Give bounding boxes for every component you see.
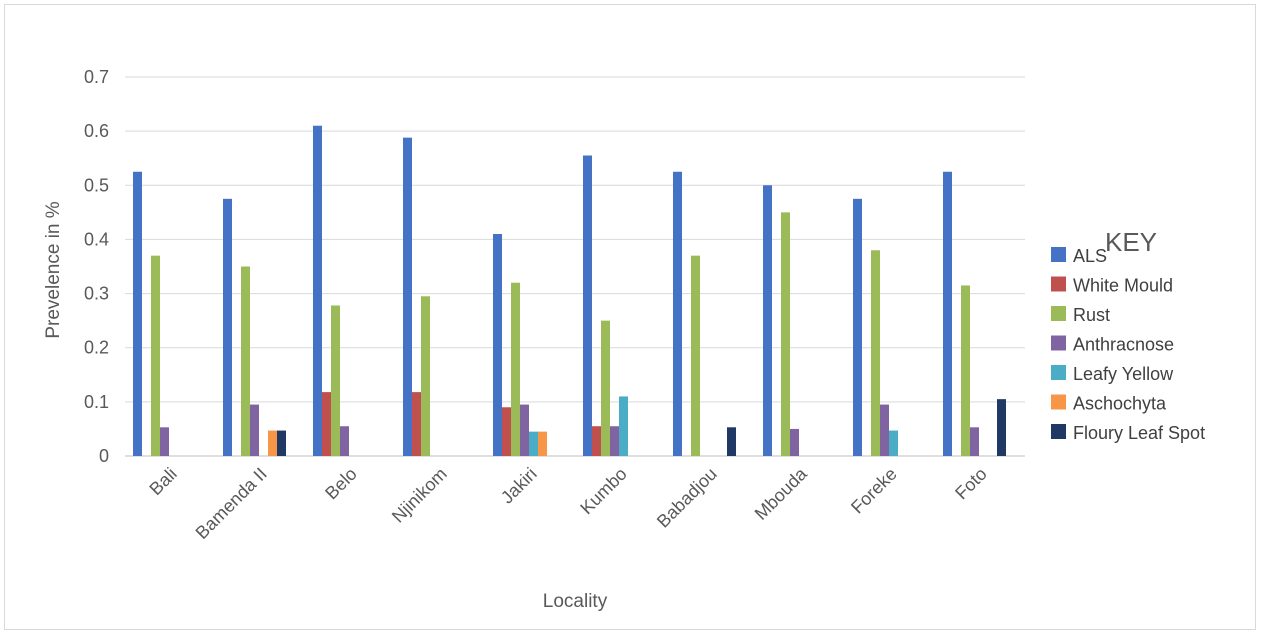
legend-swatch xyxy=(1051,247,1066,262)
x-tick-label: Njinikom xyxy=(388,464,451,527)
bar xyxy=(673,171,682,456)
bar xyxy=(241,266,250,456)
bar xyxy=(133,171,142,456)
y-tick-label: 0.4 xyxy=(84,229,109,249)
bar xyxy=(529,431,538,456)
bar xyxy=(520,404,529,456)
legend-swatch xyxy=(1051,394,1066,410)
legend-label: Rust xyxy=(1073,305,1110,325)
bar xyxy=(151,255,160,456)
x-tick-label: Belo xyxy=(321,464,361,504)
legend-label: Floury Leaf Spot xyxy=(1073,423,1205,443)
bar xyxy=(790,428,799,456)
bar xyxy=(763,185,772,457)
bar xyxy=(691,255,700,456)
x-tick-label: Jakiri xyxy=(497,464,541,508)
chart-frame: 0 0.1 0.2 0.3 0.4 0.5 0.6 0.7 Bali Bamenda II Bel… xyxy=(4,4,1256,630)
x-tick-label: Bali xyxy=(145,464,180,499)
bar xyxy=(313,125,322,456)
bar xyxy=(889,430,898,456)
legend-label: Anthracnose xyxy=(1073,335,1174,355)
x-tick-label: Foto xyxy=(951,464,991,504)
legend-title: KEY xyxy=(1105,227,1157,257)
bar xyxy=(511,282,520,456)
bar xyxy=(961,285,970,456)
legend-swatch xyxy=(1051,365,1066,380)
legend: ALS White Mould Rust Anthracnose Leafy Yello… xyxy=(1051,246,1205,443)
bar xyxy=(331,305,340,456)
bar xyxy=(781,212,790,456)
bar xyxy=(223,198,232,457)
y-tick-label: 0.1 xyxy=(84,392,109,412)
y-tick-label: 0.3 xyxy=(84,284,109,304)
bar xyxy=(268,430,277,456)
legend-label: ALS xyxy=(1073,246,1107,266)
legend-swatch xyxy=(1051,335,1066,351)
x-tick-label: Mbouda xyxy=(751,463,812,524)
bar-chart: 0 0.1 0.2 0.3 0.4 0.5 0.6 0.7 Bali Bamenda II Bel… xyxy=(43,67,1205,612)
bar xyxy=(727,427,736,456)
x-axis-title: Locality xyxy=(543,591,608,612)
legend-swatch xyxy=(1051,306,1066,321)
bar xyxy=(421,296,430,456)
legend-label: White Mould xyxy=(1073,276,1173,296)
bar xyxy=(502,407,511,456)
y-tick-label: 0.7 xyxy=(84,67,109,87)
bar xyxy=(853,198,862,457)
y-axis-ticks: 0 0.1 0.2 0.3 0.4 0.5 0.6 0.7 xyxy=(84,67,109,466)
y-tick-label: 0.5 xyxy=(84,175,109,195)
legend-swatch xyxy=(1051,424,1066,439)
legend-swatch xyxy=(1051,276,1066,292)
bar xyxy=(403,137,412,456)
y-tick-label: 0.6 xyxy=(84,121,109,141)
bar xyxy=(970,427,979,456)
bar xyxy=(610,426,619,456)
legend-label: Leafy Yellow xyxy=(1073,364,1174,384)
bar xyxy=(880,404,889,456)
y-tick-label: 0 xyxy=(99,446,109,466)
x-axis-ticks: Bali Bamenda II Belo Njinikom Jakiri Kumbo Bab… xyxy=(145,463,990,543)
bar xyxy=(322,392,331,456)
bar xyxy=(493,234,502,456)
y-tick-label: 0.2 xyxy=(84,338,109,358)
bar xyxy=(619,396,628,456)
bar xyxy=(340,426,349,456)
x-tick-label: Babadjou xyxy=(653,464,721,532)
bar xyxy=(160,427,169,456)
bar xyxy=(538,431,547,456)
legend-label: Aschochyta xyxy=(1073,394,1167,414)
bar xyxy=(871,250,880,456)
bar xyxy=(412,392,421,456)
x-tick-label: Kumbo xyxy=(576,464,630,518)
bar xyxy=(997,399,1006,456)
bar xyxy=(592,426,601,456)
y-axis-title: Prevelence in % xyxy=(43,201,64,338)
x-tick-label: Foreke xyxy=(847,464,901,518)
x-tick-label: Bamenda II xyxy=(192,464,271,543)
bar xyxy=(943,171,952,456)
bar xyxy=(250,404,259,456)
bar xyxy=(601,320,610,456)
gridlines xyxy=(125,76,1025,457)
bar xyxy=(583,155,592,456)
bar xyxy=(277,430,286,456)
bars xyxy=(133,125,1006,457)
